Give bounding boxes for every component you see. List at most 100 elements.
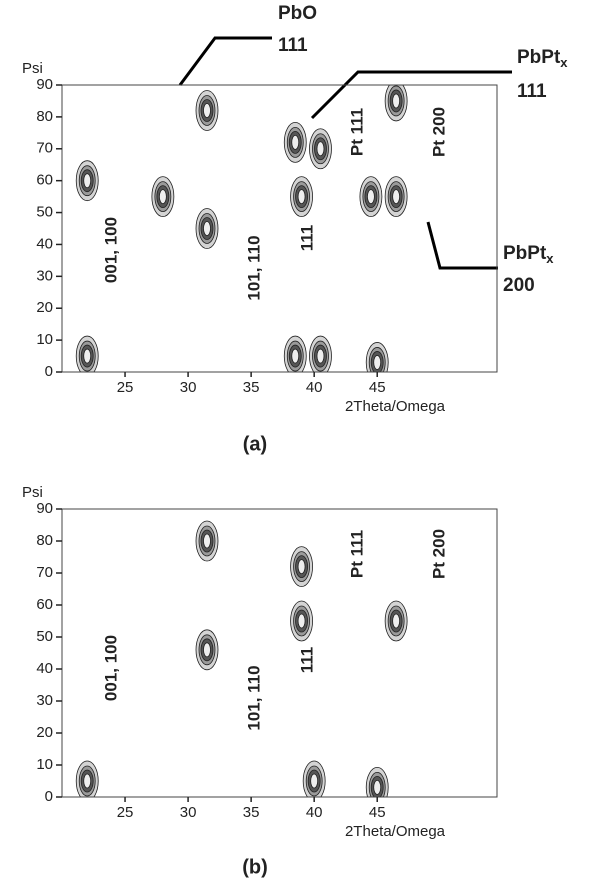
y-axis-title: Psi: [22, 484, 43, 501]
y-tick-label: 70: [36, 564, 53, 581]
contour-ring: [203, 533, 211, 549]
y-tick-label: 50: [36, 628, 53, 645]
contour-ring: [392, 613, 401, 629]
intensity-spot: [195, 520, 219, 562]
y-tick-label: 60: [36, 172, 53, 189]
contour-ring: [392, 189, 401, 205]
peak-annotation: 101, 110: [244, 665, 263, 730]
intensity-spot: [290, 600, 313, 642]
y-tick-label: 50: [36, 204, 53, 221]
contour-ring: [373, 355, 382, 370]
contour-ring: [373, 780, 382, 795]
x-axis-title: 2Theta/Omega: [345, 823, 446, 840]
intensity-spot: [151, 176, 175, 218]
peak-annotation: 111: [297, 225, 316, 252]
y-tick-label: 30: [36, 267, 53, 284]
y-tick-label: 80: [36, 532, 53, 549]
y-tick-label: 20: [36, 299, 53, 316]
intensity-spot: [309, 128, 332, 170]
peak-annotation: Pt 200: [429, 529, 448, 579]
callout-subscript: x: [560, 55, 568, 70]
callout-line: [178, 36, 272, 86]
y-tick-label: 40: [36, 660, 53, 677]
contour-ring: [316, 141, 325, 157]
x-tick-label: 40: [306, 804, 323, 821]
caption: (a): [243, 433, 267, 455]
y-tick-label: 70: [36, 140, 53, 157]
intensity-spot: [384, 176, 408, 218]
callout-label: 111: [517, 81, 547, 102]
contour-ring: [291, 348, 300, 364]
y-tick-label: 10: [36, 756, 53, 773]
peak-annotation: 001, 100: [101, 635, 120, 701]
callout-text: PbPt: [503, 243, 547, 264]
peak-annotation: Pt 200: [429, 107, 448, 157]
y-tick-label: 80: [36, 108, 53, 125]
peak-annotation: 101, 110: [244, 235, 263, 300]
y-tick-label: 40: [36, 235, 53, 252]
y-tick-label: 30: [36, 692, 53, 709]
x-tick-label: 30: [180, 804, 197, 821]
y-tick-label: 10: [36, 331, 53, 348]
intensity-spot: [283, 121, 307, 163]
intensity-spot: [359, 176, 383, 218]
intensity-spot: [365, 342, 389, 372]
intensity-spot: [283, 335, 307, 372]
contour-ring: [203, 642, 211, 658]
intensity-spot: [384, 85, 408, 122]
peak-annotation: 111: [297, 647, 316, 674]
plot-area: [75, 85, 408, 372]
contour-ring: [297, 189, 306, 205]
intensity-spot: [365, 767, 389, 797]
intensity-spot: [75, 160, 99, 202]
contour-ring: [392, 93, 401, 109]
y-tick-label: 0: [45, 788, 53, 805]
callout-line: [310, 70, 512, 120]
intensity-spot: [290, 546, 313, 587]
peak-annotation: 001, 100: [101, 217, 120, 283]
y-tick-label: 60: [36, 596, 53, 613]
contour-ring: [291, 134, 300, 150]
caption: (b): [242, 856, 268, 878]
x-tick-label: 25: [117, 804, 134, 821]
y-tick-label: 90: [36, 76, 53, 93]
contour-ring: [367, 189, 375, 205]
intensity-spot: [195, 629, 219, 671]
callout-label: PbO: [278, 3, 317, 24]
x-tick-label: 45: [369, 379, 386, 396]
contour-ring: [83, 773, 92, 789]
callout-label: 200: [503, 275, 535, 296]
intensity-spot: [309, 335, 332, 372]
callout-label: 111: [278, 35, 308, 56]
plot-area: [75, 520, 408, 797]
y-tick-label: 0: [45, 363, 53, 380]
x-tick-label: 45: [369, 804, 386, 821]
x-tick-label: 35: [243, 379, 260, 396]
contour-ring: [297, 613, 306, 629]
plot-frame: [61, 508, 498, 798]
callout-text: PbPt: [517, 47, 561, 68]
contour-ring: [310, 773, 319, 789]
contour-ring: [158, 189, 167, 205]
contour-ring: [203, 221, 211, 236]
intensity-spot: [75, 335, 99, 372]
callout-line: [426, 221, 498, 270]
peak-annotation: Pt 111: [347, 108, 366, 156]
peak-annotation: Pt 111: [347, 530, 366, 578]
contour-ring: [203, 103, 211, 118]
intensity-spot: [302, 760, 326, 797]
y-axis-title: Psi: [22, 60, 43, 77]
intensity-spot: [384, 600, 408, 642]
callout-subscript: x: [546, 251, 554, 266]
y-tick-label: 20: [36, 724, 53, 741]
x-axis-title: 2Theta/Omega: [345, 398, 446, 415]
callout-label: PbPtx: [517, 47, 568, 70]
intensity-spot: [195, 90, 219, 131]
contour-ring: [83, 173, 92, 189]
x-tick-label: 25: [117, 379, 134, 396]
x-tick-label: 40: [306, 379, 323, 396]
contour-ring: [316, 348, 325, 364]
plot-frame: [61, 84, 498, 373]
y-tick-label: 90: [36, 500, 53, 517]
